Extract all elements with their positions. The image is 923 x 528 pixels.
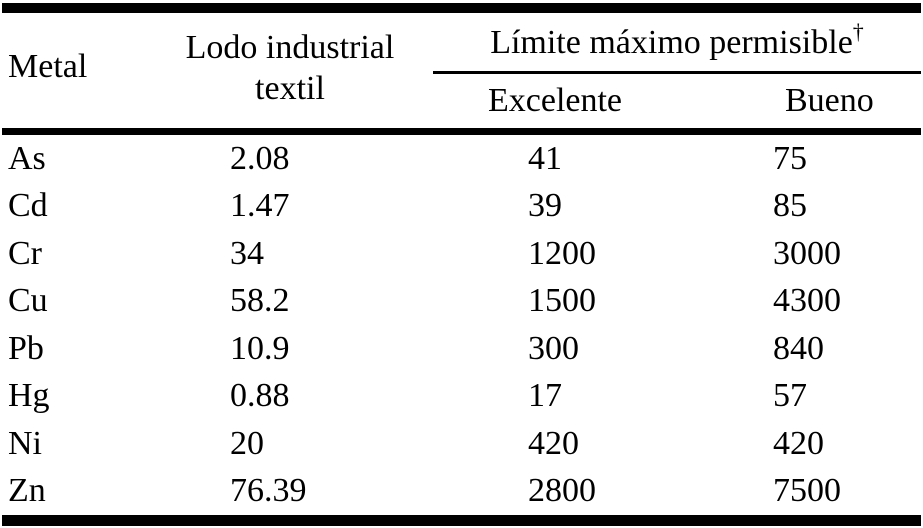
good-limit-cell: 85 <box>773 187 807 225</box>
metal-cell: As <box>8 139 46 177</box>
table-top-rule <box>2 3 921 13</box>
column-group-header-max-permissible-limit: Límite máximo permisible† <box>433 21 921 60</box>
table-row: Cd 1.47 39 85 <box>0 183 923 231</box>
table-row: Ni 20 420 420 <box>0 420 923 468</box>
good-limit-cell: 57 <box>773 377 807 415</box>
sludge-value-cell: 34 <box>230 234 264 272</box>
sludge-value-cell: 58.2 <box>230 282 290 320</box>
sludge-value-cell: 76.39 <box>230 472 307 510</box>
metal-cell: Hg <box>8 377 50 415</box>
max-permissible-limit-label: Límite máximo permisible <box>490 24 853 61</box>
table-row: Zn 76.39 2800 7500 <box>0 468 923 516</box>
table-row: Pb 10.9 300 840 <box>0 325 923 373</box>
table-row: As 2.08 41 75 <box>0 135 923 183</box>
metal-cell: Cd <box>8 187 48 225</box>
excellent-limit-cell: 39 <box>528 187 562 225</box>
good-limit-cell: 75 <box>773 139 807 177</box>
metal-cell: Ni <box>8 424 42 462</box>
excellent-limit-cell: 420 <box>528 424 579 462</box>
sludge-value-cell: 2.08 <box>230 139 290 177</box>
sludge-value-cell: 20 <box>230 424 264 462</box>
column-header-industrial-sludge-line1: Lodo industrial <box>185 29 395 66</box>
excellent-limit-cell: 17 <box>528 377 562 415</box>
metal-cell: Cr <box>8 234 42 272</box>
good-limit-cell: 7500 <box>773 472 841 510</box>
limit-group-underline-rule <box>433 71 921 74</box>
excellent-limit-cell: 1500 <box>528 282 596 320</box>
dagger-footnote-marker: † <box>852 19 864 44</box>
sludge-value-cell: 1.47 <box>230 187 290 225</box>
good-limit-cell: 3000 <box>773 234 841 272</box>
column-header-excellent: Excelente <box>488 82 623 119</box>
table-row: Cu 58.2 1500 4300 <box>0 278 923 326</box>
table-bottom-rule <box>2 515 921 526</box>
excellent-limit-cell: 41 <box>528 139 562 177</box>
column-header-metal: Metal <box>8 48 88 85</box>
table-header-rule <box>2 128 921 135</box>
metal-cell: Cu <box>8 282 48 320</box>
table-body: As 2.08 41 75 Cd 1.47 39 85 Cr 34 1200 3… <box>0 135 923 515</box>
column-header-industrial-sludge-line2: textil <box>255 70 325 107</box>
excellent-limit-cell: 2800 <box>528 472 596 510</box>
table-row: Cr 34 1200 3000 <box>0 230 923 278</box>
column-header-industrial-sludge: Lodo industrial textil <box>160 27 420 109</box>
excellent-limit-cell: 1200 <box>528 234 596 272</box>
table-row: Hg 0.88 17 57 <box>0 373 923 421</box>
good-limit-cell: 840 <box>773 329 824 367</box>
sludge-value-cell: 0.88 <box>230 377 290 415</box>
column-header-good: Bueno <box>785 82 874 119</box>
sludge-value-cell: 10.9 <box>230 329 290 367</box>
metal-cell: Pb <box>8 329 44 367</box>
good-limit-cell: 4300 <box>773 282 841 320</box>
good-limit-cell: 420 <box>773 424 824 462</box>
excellent-limit-cell: 300 <box>528 329 579 367</box>
metal-cell: Zn <box>8 472 46 510</box>
